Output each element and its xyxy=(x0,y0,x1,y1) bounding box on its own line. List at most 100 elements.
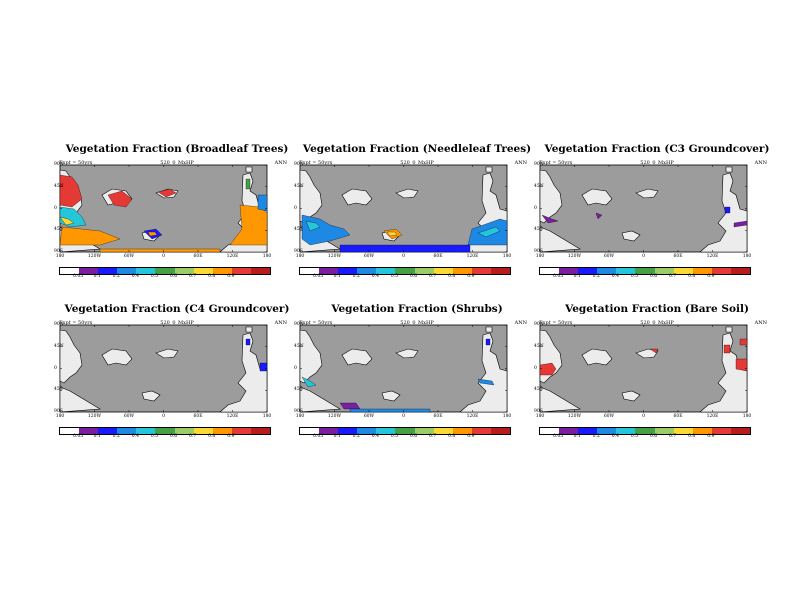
longitude-tick-label: 120E xyxy=(466,254,479,259)
map-canvas xyxy=(299,164,508,253)
longitude-tick-label: 180 xyxy=(535,254,545,259)
colorbar-swatch xyxy=(395,428,415,434)
colorbar-swatch xyxy=(376,268,396,274)
land-mass xyxy=(381,390,401,402)
colorbar-label: 0.7 xyxy=(429,434,437,439)
longitude-tick-label: 60E xyxy=(193,414,203,419)
colorbar-label: 0.2 xyxy=(112,434,120,439)
longitude-tick-label: 120W xyxy=(87,414,102,419)
colorbar-swatch xyxy=(635,428,655,434)
panel-title: Vegetation Fraction (Shrubs) xyxy=(331,303,503,315)
colorbar-swatch xyxy=(155,428,175,434)
colorbar-swatch xyxy=(673,268,693,274)
colorbar-swatch xyxy=(250,428,271,434)
colorbar-swatch xyxy=(395,268,415,274)
land-mass xyxy=(341,188,373,206)
vegetation-fraction-region xyxy=(541,214,559,224)
panel-season: ANN xyxy=(514,160,527,166)
longitude-tick-label: 60W xyxy=(603,254,615,259)
vegetation-fraction-region xyxy=(59,216,75,226)
colorbar-swatch xyxy=(193,268,213,274)
land-mass xyxy=(725,326,733,333)
colorbar-swatch xyxy=(319,428,339,434)
colorbar-swatch xyxy=(471,428,491,434)
vegetation-fraction-region xyxy=(147,231,158,237)
colorbar-label: 0.2 xyxy=(592,274,600,279)
colorbar xyxy=(59,267,271,275)
vegetation-fraction-region xyxy=(305,220,321,232)
latitude-tick-label: 90N xyxy=(294,322,304,327)
panel-experiment-note: Expt = 50yrs xyxy=(59,320,93,326)
colorbar-label: 0.05 xyxy=(73,274,84,279)
land-mass xyxy=(395,348,419,359)
vegetation-fraction-region xyxy=(157,188,177,198)
latitude-tick-label: 90N xyxy=(534,162,544,167)
colorbar-swatch xyxy=(338,268,358,274)
latitude-tick-label: 0 xyxy=(294,365,297,371)
map-canvas xyxy=(539,164,748,253)
colorbar-label: 0.6 xyxy=(169,434,178,439)
colorbar-swatch xyxy=(212,428,232,434)
panel-run-id: 520_0_MxHP xyxy=(160,320,194,326)
colorbar-label: 0.8 xyxy=(208,274,216,279)
colorbar-swatch xyxy=(193,428,213,434)
colorbar-swatch xyxy=(174,268,194,274)
colorbar-label: 0.6 xyxy=(409,434,418,439)
land-mass xyxy=(635,188,659,199)
longitude-tick-label: 60W xyxy=(363,414,375,419)
latitude-tick-label: 90S xyxy=(54,249,63,254)
latitude-tick-label: 90S xyxy=(294,409,303,414)
latitude-tick-label: 90S xyxy=(54,409,63,414)
panel-title: Vegetation Fraction (Needleleaf Trees) xyxy=(302,143,532,155)
longitude-tick-label: 120W xyxy=(567,414,582,419)
map-panel: Vegetation Fraction (Broadleaf Trees) Exp… xyxy=(54,143,297,318)
longitude-tick-label: 120E xyxy=(226,414,239,419)
colorbar-swatch xyxy=(559,268,579,274)
colorbar-swatch xyxy=(98,268,118,274)
panel-experiment-note: Expt = 50yrs xyxy=(59,160,93,166)
colorbar-swatch xyxy=(117,268,137,274)
colorbar-label: 0.7 xyxy=(669,434,677,439)
latitude-tick-label: 0 xyxy=(54,365,57,371)
panel-title: Vegetation Fraction (Broadleaf Trees) xyxy=(65,143,289,155)
colorbar-swatch xyxy=(414,268,434,274)
colorbar-swatch xyxy=(452,268,472,274)
vegetation-fraction-region xyxy=(733,220,748,228)
colorbar-label: 0.05 xyxy=(313,274,324,279)
panel-run-id: 520_0_MxHP xyxy=(640,160,674,166)
colorbar-swatch xyxy=(730,428,751,434)
latitude-tick-label: 90S xyxy=(534,249,543,254)
panel-season: ANN xyxy=(754,320,767,326)
colorbar-swatch xyxy=(730,268,751,274)
colorbar-label: 0.6 xyxy=(169,274,178,279)
map-panel: Vegetation Fraction (C4 Groundcover) Expt… xyxy=(54,303,297,478)
longitude-tick-label: 60E xyxy=(673,254,683,259)
colorbar-swatch xyxy=(231,428,251,434)
colorbar-label: 0.1 xyxy=(333,434,341,439)
colorbar-label: 0.7 xyxy=(189,274,197,279)
colorbar-swatch xyxy=(616,428,636,434)
colorbar-swatch xyxy=(60,268,80,274)
latitude-tick-label: 0 xyxy=(534,365,537,371)
colorbar-swatch xyxy=(136,268,156,274)
vegetation-fraction-region xyxy=(301,376,317,388)
colorbar-label: 0.4 xyxy=(131,274,139,279)
panel-experiment-note: Expt = 50yrs xyxy=(539,320,573,326)
longitude-tick-label: 180 xyxy=(295,254,305,259)
colorbar-swatch xyxy=(376,428,396,434)
colorbar-label: 0.2 xyxy=(592,434,600,439)
longitude-tick-label: 120W xyxy=(327,254,342,259)
colorbar-swatch xyxy=(559,428,579,434)
panel-run-id: 520_0_MxHP xyxy=(160,160,194,166)
colorbar-swatch xyxy=(540,428,560,434)
colorbar-label: 0.6 xyxy=(649,434,658,439)
longitude-tick-label: 180 xyxy=(742,414,752,419)
land-mass xyxy=(299,329,323,384)
colorbar-label: 0.4 xyxy=(611,434,619,439)
colorbar-label: 0.5 xyxy=(390,434,399,439)
map-panel: Vegetation Fraction (Bare Soil) Expt = 50… xyxy=(534,303,777,478)
vegetation-fraction-region xyxy=(477,226,501,238)
latitude-tick-label: 90N xyxy=(534,322,544,327)
colorbar-label: 0.2 xyxy=(112,274,120,279)
colorbar-swatch xyxy=(692,428,712,434)
